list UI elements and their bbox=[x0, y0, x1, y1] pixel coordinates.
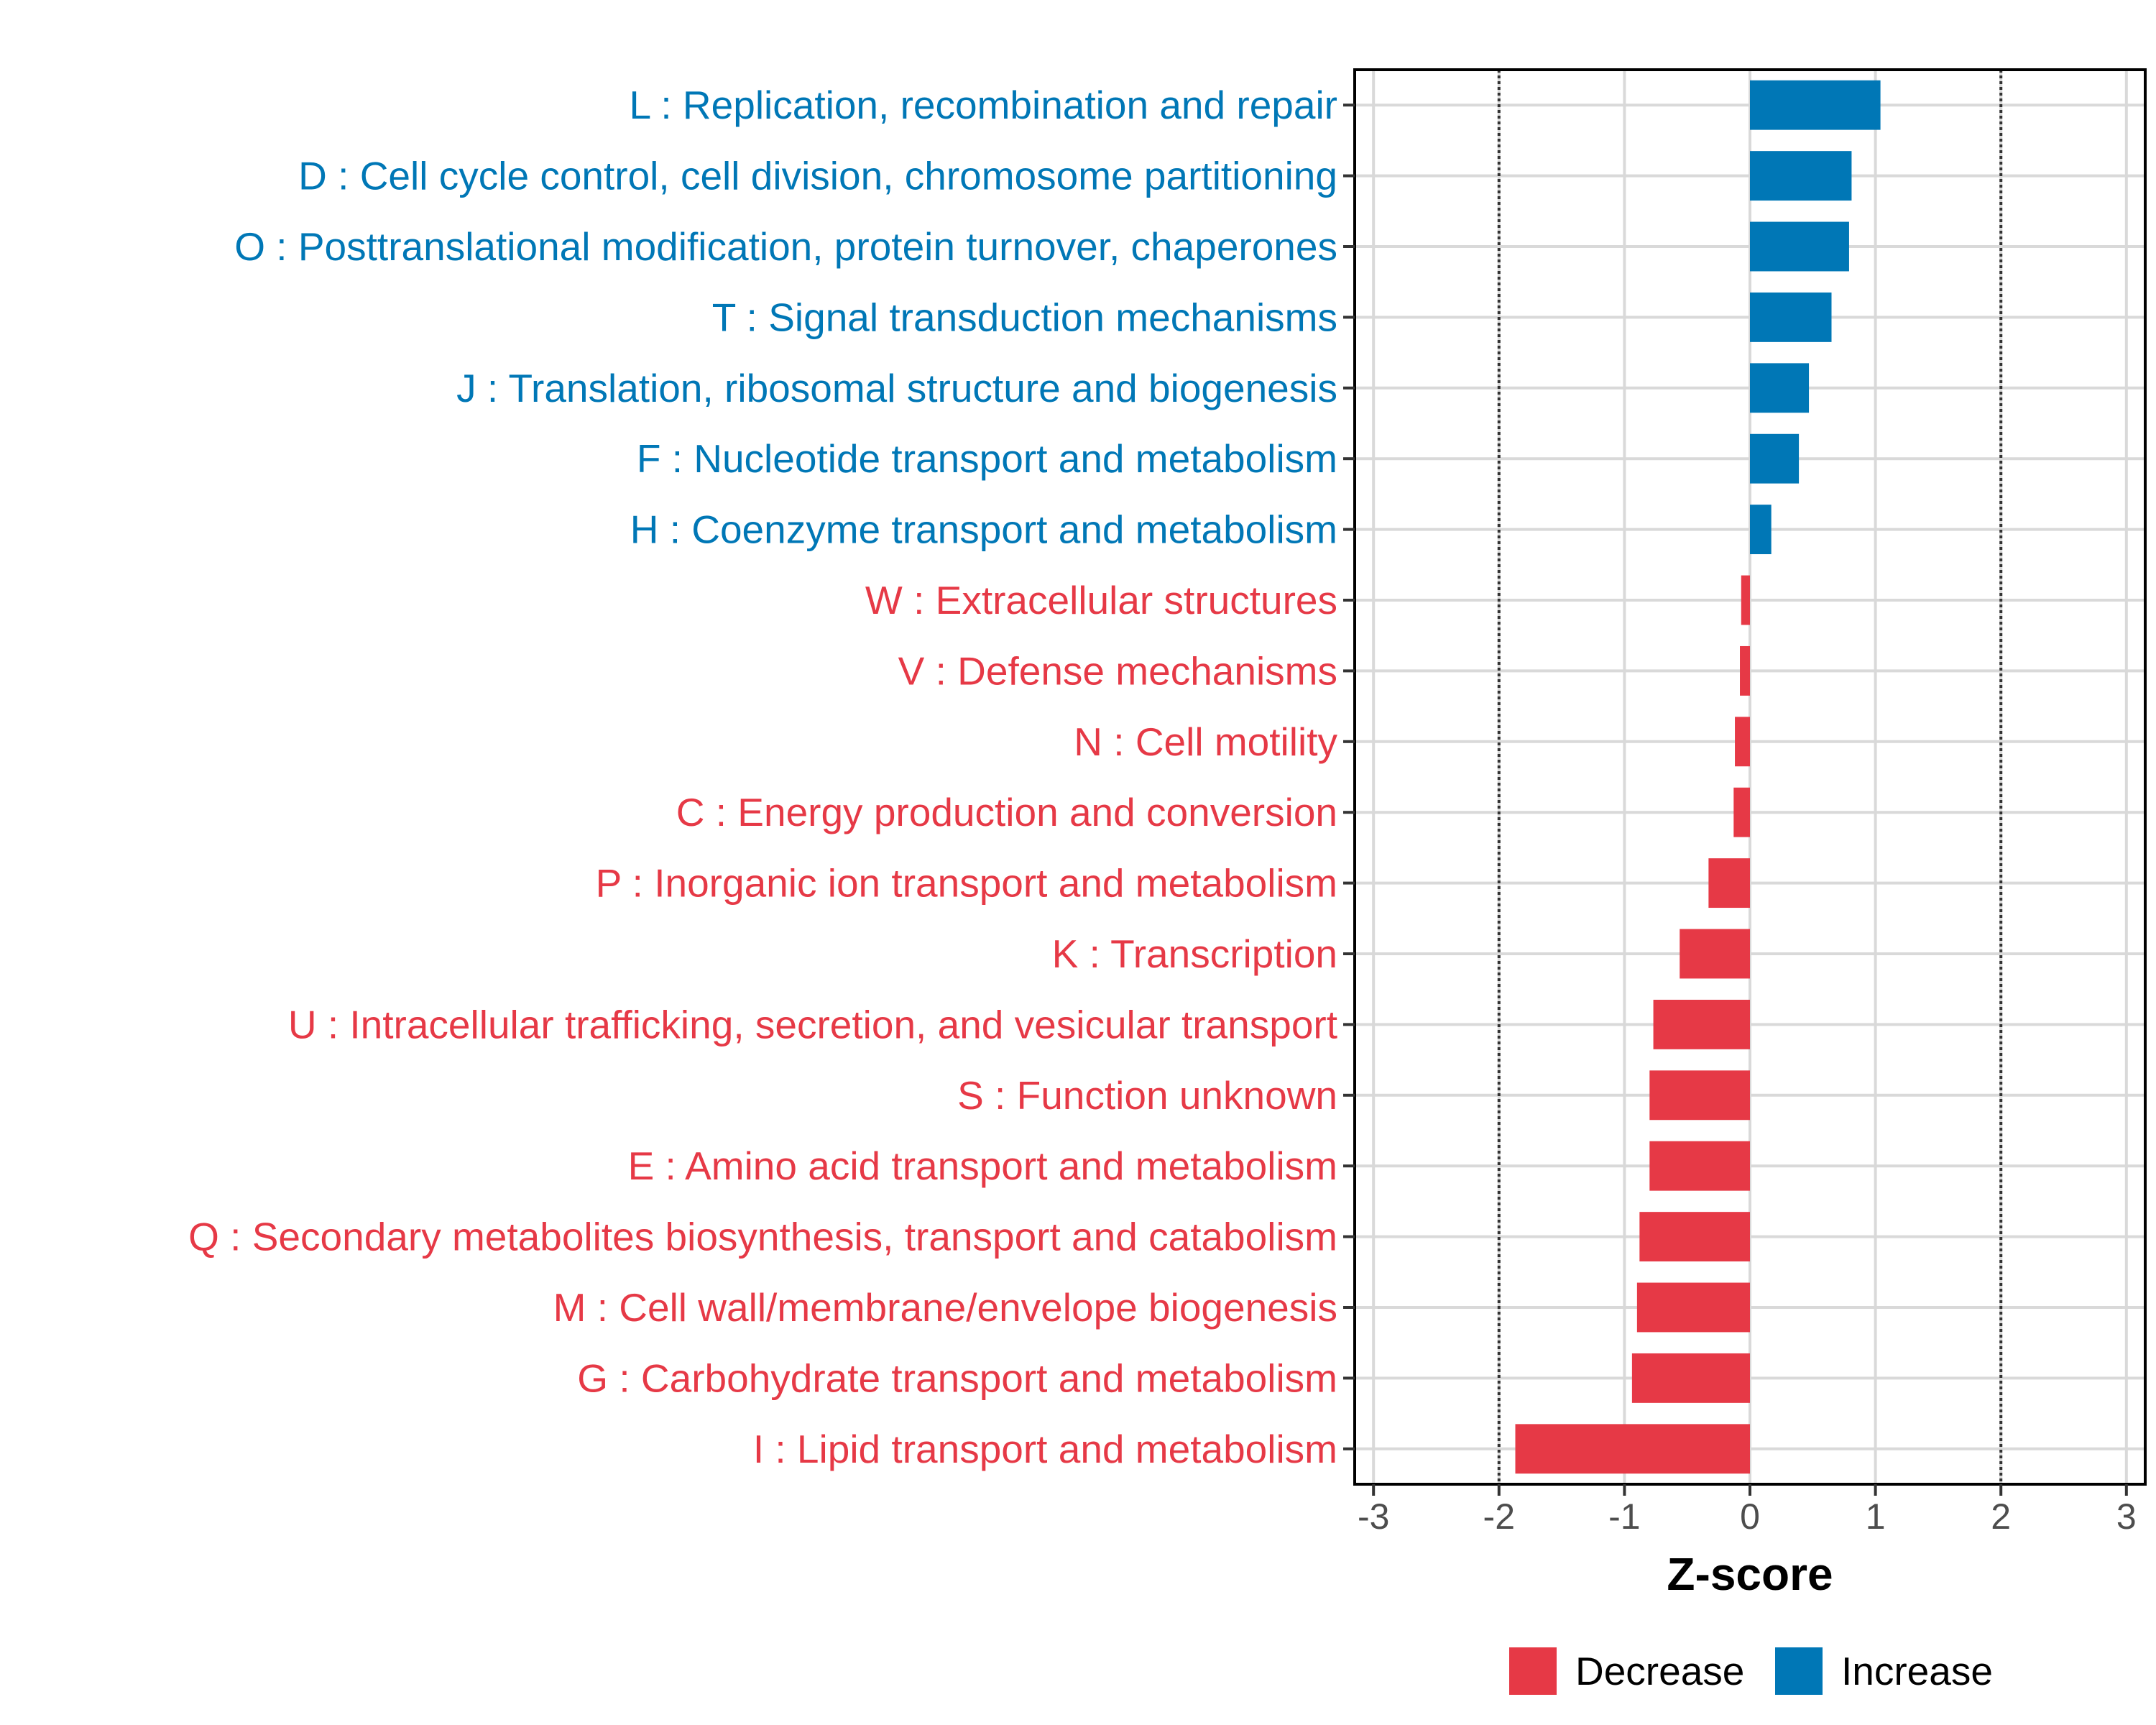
x-tick-label: 2 bbox=[1991, 1496, 2011, 1537]
category-label: Q : Secondary metabolites biosynthesis, … bbox=[188, 1215, 1337, 1259]
category-labels: L : Replication, recombination and repai… bbox=[188, 83, 1337, 1471]
category-label: U : Intracellular trafficking, secretion… bbox=[288, 1002, 1337, 1046]
legend-swatch bbox=[1509, 1647, 1557, 1695]
category-label: J : Translation, ribosomal structure and… bbox=[456, 366, 1337, 410]
bar bbox=[1750, 151, 1852, 201]
category-label: V : Defense mechanisms bbox=[898, 648, 1337, 693]
x-tick-label: 1 bbox=[1866, 1496, 1886, 1537]
bar bbox=[1515, 1424, 1750, 1474]
x-tick-label: -1 bbox=[1608, 1496, 1640, 1537]
category-label: D : Cell cycle control, cell division, c… bbox=[298, 154, 1337, 198]
legend-label: Decrease bbox=[1575, 1649, 1744, 1693]
x-tick-label: 3 bbox=[2116, 1496, 2137, 1537]
category-label: E : Amino acid transport and metabolism bbox=[628, 1144, 1337, 1188]
bar bbox=[1636, 1282, 1750, 1333]
bar bbox=[1741, 575, 1750, 625]
bar bbox=[1649, 1070, 1750, 1121]
x-tick-label: -3 bbox=[1358, 1496, 1389, 1537]
bar bbox=[1750, 292, 1832, 342]
bar bbox=[1750, 363, 1810, 413]
category-label: S : Function unknown bbox=[957, 1073, 1337, 1118]
legend-swatch bbox=[1775, 1647, 1823, 1695]
category-label: G : Carbohydrate transport and metabolis… bbox=[577, 1356, 1337, 1400]
bar bbox=[1750, 80, 1881, 130]
bar bbox=[1750, 433, 1800, 484]
category-label: P : Inorganic ion transport and metaboli… bbox=[596, 861, 1337, 906]
bar bbox=[1631, 1353, 1750, 1403]
category-label: K : Transcription bbox=[1052, 932, 1337, 976]
category-label: T : Signal transduction mechanisms bbox=[712, 295, 1337, 339]
bars bbox=[1515, 80, 1881, 1474]
x-tick-label: 0 bbox=[1740, 1496, 1760, 1537]
category-label: N : Cell motility bbox=[1074, 719, 1337, 764]
category-label: L : Replication, recombination and repai… bbox=[630, 83, 1337, 127]
grid-layer bbox=[1355, 70, 2145, 1484]
bar bbox=[1735, 717, 1750, 767]
legend: Decrease Increase bbox=[1509, 1647, 1993, 1695]
bar bbox=[1733, 787, 1750, 837]
bar bbox=[1653, 999, 1750, 1049]
bar bbox=[1708, 858, 1750, 908]
x-axis-title: Z-score bbox=[1667, 1548, 1833, 1600]
x-tick-label: -2 bbox=[1483, 1496, 1515, 1537]
category-label: M : Cell wall/membrane/envelope biogenes… bbox=[553, 1285, 1337, 1330]
category-label: W : Extracellular structures bbox=[865, 578, 1337, 622]
category-label: F : Nucleotide transport and metabolism bbox=[637, 436, 1337, 481]
category-label: I : Lipid transport and metabolism bbox=[753, 1427, 1337, 1471]
category-label: H : Coenzyme transport and metabolism bbox=[630, 507, 1337, 552]
bar bbox=[1740, 645, 1750, 696]
bar bbox=[1680, 929, 1750, 979]
bar bbox=[1639, 1212, 1750, 1262]
bar bbox=[1750, 505, 1772, 555]
legend-label: Increase bbox=[1841, 1649, 1993, 1693]
category-label: C : Energy production and conversion bbox=[676, 790, 1337, 834]
category-label: O : Posttranslational modification, prot… bbox=[234, 224, 1337, 269]
bar bbox=[1649, 1141, 1750, 1191]
reference-lines bbox=[1497, 70, 2003, 1484]
y-axis-ticks bbox=[1343, 104, 1355, 1450]
x-axis-ticks: -3 -2 -1 0 1 2 3 bbox=[1358, 1484, 2137, 1537]
bar bbox=[1750, 221, 1849, 272]
